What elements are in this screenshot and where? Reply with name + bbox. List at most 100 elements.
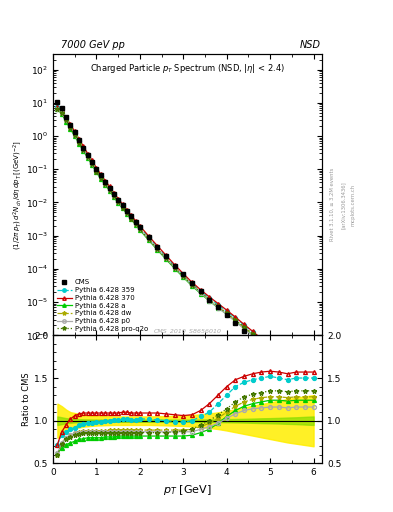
Pythia 6.428 a	[181, 274, 185, 281]
Pythia 6.428 370	[107, 183, 112, 189]
Text: CMS_2010_S8656010: CMS_2010_S8656010	[154, 328, 222, 334]
Pythia 6.428 dw	[311, 382, 316, 389]
Pythia 6.428 dw	[107, 186, 112, 193]
Text: Rivet 3.1.10, ≥ 3.2M events: Rivet 3.1.10, ≥ 3.2M events	[330, 168, 335, 242]
Pythia 6.428 dw	[207, 297, 212, 303]
Pythia 6.428 359	[303, 373, 307, 379]
Pythia 6.428 359	[72, 131, 77, 137]
Pythia 6.428 pro-q2o	[250, 331, 255, 337]
Pythia 6.428 dw	[216, 304, 220, 310]
Pythia 6.428 dw	[55, 106, 60, 113]
Line: Pythia 6.428 dw: Pythia 6.428 dw	[55, 107, 316, 388]
Pythia 6.428 a	[77, 141, 81, 147]
Pythia 6.428 370	[94, 165, 99, 171]
Pythia 6.428 370	[198, 287, 203, 293]
Pythia 6.428 359	[94, 166, 99, 173]
Pythia 6.428 359	[55, 104, 60, 110]
Pythia 6.428 dw	[59, 110, 64, 116]
Pythia 6.428 p0	[125, 210, 129, 216]
Pythia 6.428 a	[146, 237, 151, 243]
Pythia 6.428 dw	[224, 311, 229, 317]
Pythia 6.428 dw	[133, 221, 138, 227]
Pythia 6.428 pro-q2o	[190, 282, 195, 288]
Pythia 6.428 pro-q2o	[216, 303, 220, 309]
Pythia 6.428 p0	[181, 273, 185, 280]
Text: NSD: NSD	[299, 39, 320, 50]
Pythia 6.428 dw	[163, 255, 168, 261]
Pythia 6.428 359	[250, 329, 255, 335]
Text: Charged Particle $p_T$ Spectrum (NSD, $|\eta|$ < 2.4): Charged Particle $p_T$ Spectrum (NSD, $|…	[90, 62, 285, 75]
Pythia 6.428 a	[94, 169, 99, 176]
Pythia 6.428 370	[99, 171, 103, 177]
Pythia 6.428 370	[207, 294, 212, 300]
Pythia 6.428 359	[259, 336, 264, 343]
Pythia 6.428 359	[146, 234, 151, 240]
Pythia 6.428 359	[198, 288, 203, 294]
Pythia 6.428 pro-q2o	[120, 204, 125, 210]
Pythia 6.428 359	[190, 280, 195, 286]
Pythia 6.428 dw	[116, 199, 121, 205]
Pythia 6.428 p0	[133, 221, 138, 227]
Pythia 6.428 dw	[233, 317, 238, 324]
Pythia 6.428 pro-q2o	[77, 140, 81, 146]
Pythia 6.428 dw	[285, 360, 290, 367]
Pythia 6.428 359	[120, 202, 125, 208]
Legend: CMS, Pythia 6.428 359, Pythia 6.428 370, Pythia 6.428 a, Pythia 6.428 dw, Pythia: CMS, Pythia 6.428 359, Pythia 6.428 370,…	[57, 280, 148, 332]
Pythia 6.428 p0	[64, 117, 68, 123]
Pythia 6.428 a	[294, 369, 299, 375]
Pythia 6.428 a	[224, 311, 229, 317]
Pythia 6.428 p0	[303, 377, 307, 383]
Pythia 6.428 370	[133, 218, 138, 224]
Pythia 6.428 359	[116, 197, 121, 203]
Pythia 6.428 dw	[190, 282, 195, 288]
Pythia 6.428 p0	[94, 168, 99, 175]
Pythia 6.428 359	[155, 244, 160, 250]
Pythia 6.428 p0	[90, 161, 94, 167]
Pythia 6.428 pro-q2o	[259, 338, 264, 344]
Pythia 6.428 370	[68, 121, 73, 127]
Pythia 6.428 pro-q2o	[99, 175, 103, 181]
Pythia 6.428 a	[233, 318, 238, 324]
X-axis label: $p_T$ [GeV]: $p_T$ [GeV]	[163, 483, 212, 497]
Pythia 6.428 359	[207, 295, 212, 301]
Pythia 6.428 a	[68, 126, 73, 132]
Pythia 6.428 pro-q2o	[224, 310, 229, 316]
Pythia 6.428 370	[233, 314, 238, 320]
Pythia 6.428 370	[163, 252, 168, 258]
Pythia 6.428 dw	[112, 193, 116, 199]
Pythia 6.428 370	[90, 157, 94, 163]
Pythia 6.428 a	[138, 227, 142, 233]
Pythia 6.428 p0	[112, 193, 116, 199]
Pythia 6.428 a	[120, 205, 125, 211]
Pythia 6.428 p0	[99, 175, 103, 181]
Pythia 6.428 pro-q2o	[107, 187, 112, 193]
Pythia 6.428 dw	[250, 331, 255, 337]
Pythia 6.428 pro-q2o	[198, 289, 203, 295]
Pythia 6.428 370	[303, 373, 307, 379]
Pythia 6.428 p0	[68, 124, 73, 131]
Pythia 6.428 a	[55, 106, 60, 112]
Pythia 6.428 pro-q2o	[207, 296, 212, 303]
Pythia 6.428 dw	[72, 132, 77, 138]
Pythia 6.428 dw	[68, 124, 73, 131]
Pythia 6.428 359	[224, 308, 229, 314]
Pythia 6.428 pro-q2o	[55, 106, 60, 113]
Pythia 6.428 359	[99, 173, 103, 179]
Pythia 6.428 dw	[81, 146, 86, 153]
Pythia 6.428 p0	[233, 318, 238, 325]
Pythia 6.428 370	[250, 328, 255, 334]
Pythia 6.428 359	[90, 159, 94, 165]
Pythia 6.428 a	[242, 325, 246, 331]
Pythia 6.428 359	[125, 208, 129, 214]
Text: [arXiv:1306.3436]: [arXiv:1306.3436]	[341, 181, 346, 229]
Pythia 6.428 a	[216, 305, 220, 311]
Pythia 6.428 dw	[172, 264, 177, 270]
Pythia 6.428 a	[250, 332, 255, 338]
Pythia 6.428 359	[138, 224, 142, 230]
Pythia 6.428 359	[112, 191, 116, 197]
Pythia 6.428 pro-q2o	[233, 317, 238, 323]
Pythia 6.428 p0	[259, 340, 264, 347]
Pythia 6.428 359	[81, 145, 86, 151]
Pythia 6.428 a	[277, 354, 281, 360]
Pythia 6.428 p0	[129, 216, 134, 222]
